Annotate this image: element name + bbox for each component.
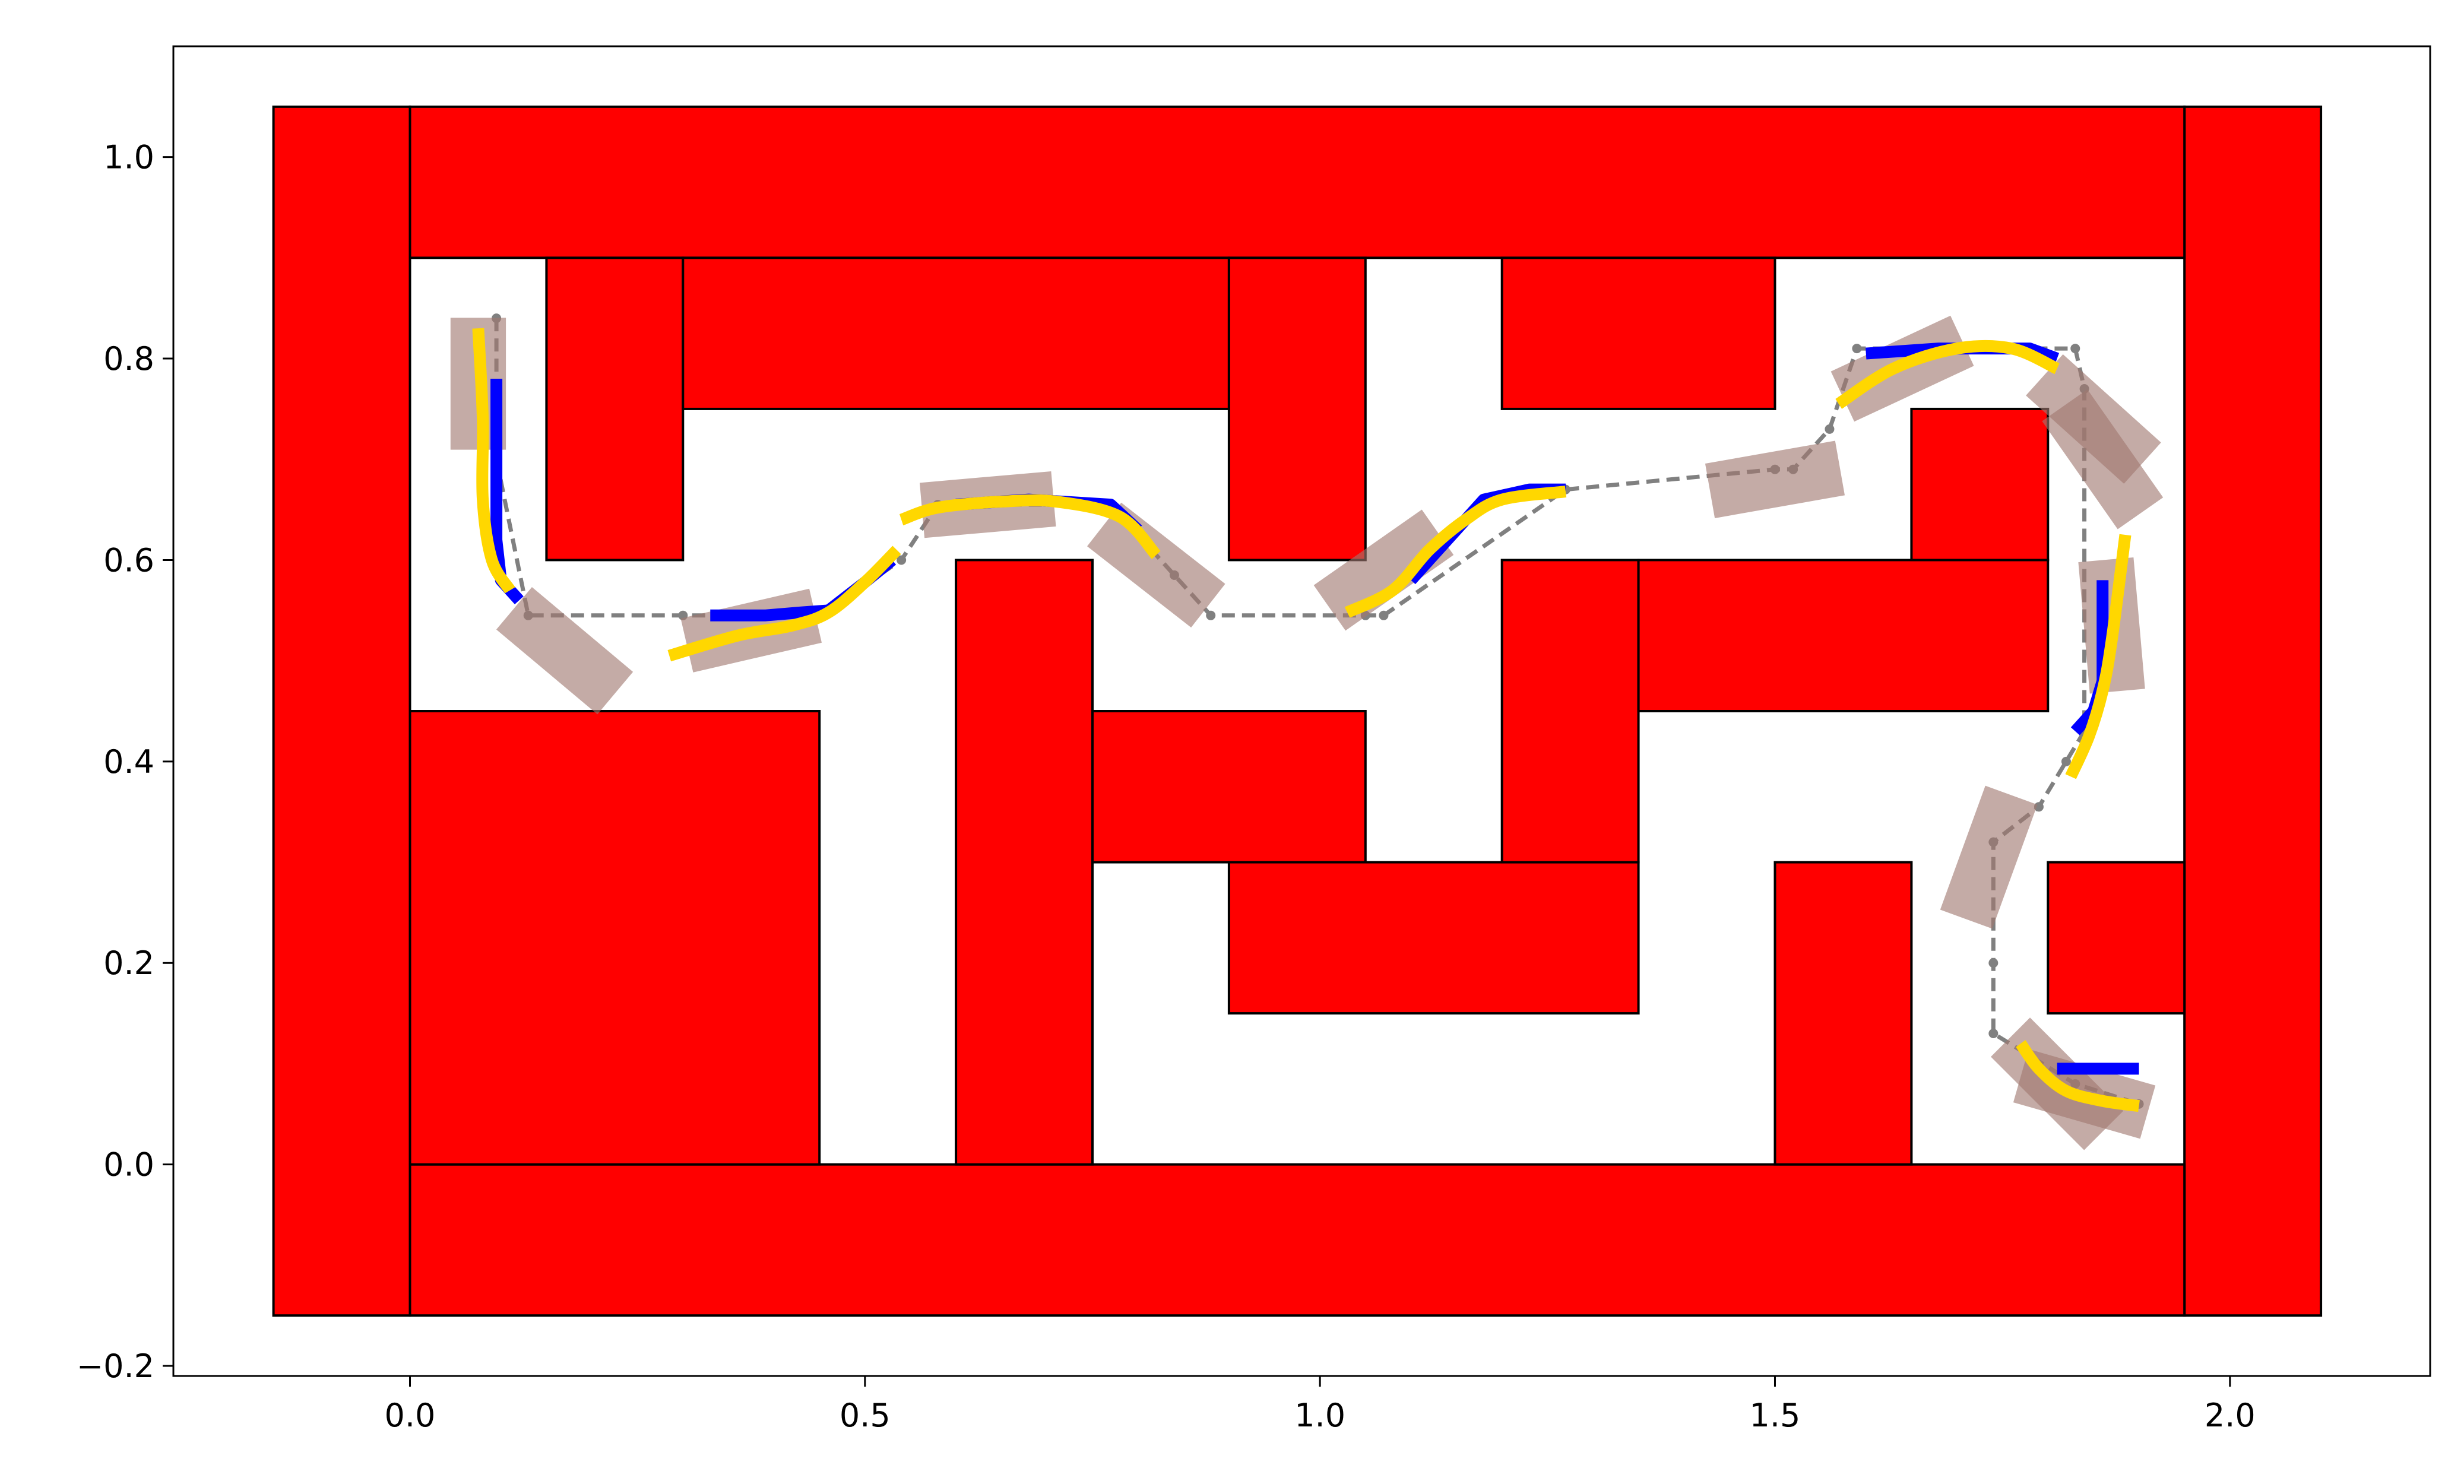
x-tick-label-3: 1.5 [1750,1397,1801,1434]
yellow-segment-6 [2016,1040,2140,1112]
obstacle-11 [1227,861,1640,1015]
x-axis: 0.0 0.5 1.0 1.5 2.0 [385,1376,2256,1434]
blue-segment-0 [490,379,524,605]
yellow-segment-3 [1344,486,1567,618]
reference-point-17 [2070,344,2080,354]
reference-point-15 [1825,424,1835,434]
reference-point-9 [1206,610,1216,620]
vehicle-box-4 [1087,502,1225,628]
yellow-segment-1 [667,546,901,662]
y-tick-label-5: 0.8 [103,340,154,378]
x-tick-label-1: 0.5 [840,1397,891,1434]
obstacle-16 [2047,861,2186,1015]
reference-point-24 [1988,1029,1999,1039]
obstacle-14 [1910,407,2050,562]
yellow-segment-4 [1835,340,2060,409]
obstacles-layer [272,105,2323,1317]
x-tick-label-0: 0.0 [385,1397,436,1434]
yellow-segment-0 [472,328,515,594]
obstacle-9 [955,559,1094,1166]
obstacle-2 [408,105,2186,259]
y-tick-label-1: 0.0 [103,1146,154,1184]
obstacle-4 [545,256,685,562]
obstacle-15 [1773,861,1913,1166]
vehicle-box-6 [1705,440,1845,518]
reference-point-16 [1852,344,1862,354]
obstacle-7 [1500,256,1776,410]
y-tick-label-0: −0.2 [77,1347,154,1385]
reference-point-20 [2061,756,2071,766]
x-tick-label-4: 2.0 [2205,1397,2256,1434]
obstacle-12 [1500,559,1640,864]
vehicle-box-1 [496,587,634,715]
obstacle-0 [272,105,411,1317]
vehicle-box-5 [1313,509,1454,631]
vehicle-box-9 [2042,389,2164,529]
reference-point-23 [1988,958,1999,968]
yellow-segments-layer [472,328,2140,1112]
obstacle-6 [1227,256,1367,562]
reference-point-5 [897,555,907,565]
obstacle-8 [408,710,821,1166]
y-tick-label-3: 0.4 [103,743,154,781]
plot-frame [172,45,2431,1377]
yellow-segment-2 [899,494,1161,559]
y-tick-label-2: 0.2 [103,944,154,982]
plot-area [272,105,2323,1317]
x-tick-label-2: 1.0 [1294,1397,1345,1434]
obstacle-1 [2183,105,2323,1317]
obstacle-10 [1091,710,1367,864]
y-axis: −0.2 0.0 0.2 0.4 0.6 0.8 1.0 [77,139,173,1385]
blue-segment-1 [710,604,829,621]
vehicle-box-11 [1940,785,2038,929]
reference-point-11 [1379,610,1389,620]
y-tick-label-6: 1.0 [103,139,154,176]
y-tick-label-4: 0.6 [103,541,154,579]
yellow-segment-5 [2065,534,2132,779]
obstacle-13 [1637,559,2050,712]
obstacle-3 [408,1163,2186,1317]
obstacle-5 [682,256,1230,410]
